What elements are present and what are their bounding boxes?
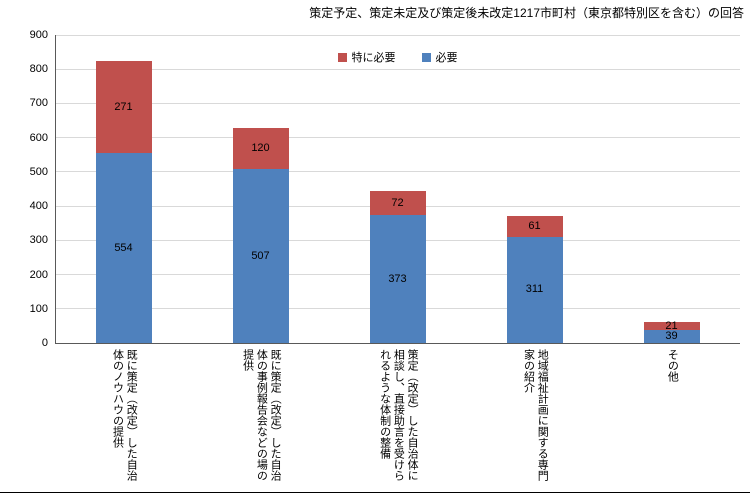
category-label: 既に策定（改定）した自治体のノウハウの提供 [55,349,192,491]
bar-segment-especially-necessary [369,190,426,216]
gridline [55,68,740,70]
bar-segment-especially-necessary [232,128,289,170]
value-label: 311 [525,283,544,296]
legend-item: 必要 [421,49,458,65]
legend: 特に必要 必要 [55,49,740,65]
bar-segment-necessary [643,329,700,343]
chart-title: 策定予定、策定未定及び策定後未改定1217市町村（東京都特別区を含む）の回答 [309,6,744,20]
legend-label: 必要 [435,52,458,64]
y-axis-line [55,35,56,343]
y-axis-tick-label: 200 [29,268,48,281]
y-axis-tick-label: 300 [29,234,48,247]
y-axis-tick-label: 100 [29,302,48,315]
bar-segment-necessary [369,215,426,343]
bar-segment-necessary [95,153,152,343]
value-label: 120 [251,142,270,155]
category-label-text: 地域福祉計画に関する専門家の紹介 [522,349,549,481]
category-label: 策定（改定）した自治体に相談し、直接助言を受けられるような体制の整備 [329,349,466,491]
value-label: 373 [388,272,407,285]
x-axis-line [55,343,740,344]
y-axis-tick-label: 700 [29,97,48,110]
y-axis-tick-label: 600 [29,131,48,144]
gridline [55,34,740,36]
value-label: 21 [665,319,678,332]
bar-segment-especially-necessary [95,60,152,154]
legend-label: 特に必要 [351,52,396,64]
category-label-text: その他 [666,349,679,382]
bar-segment-especially-necessary [506,215,563,237]
legend-item: 特に必要 [337,49,396,65]
bar-segment-necessary [232,169,289,343]
value-label: 61 [528,219,541,232]
bar-segment-especially-necessary [643,322,700,330]
y-axis-tick-label: 500 [29,165,48,178]
category-label: その他 [603,349,740,491]
y-axis-tick-label: 400 [29,200,48,213]
value-label: 271 [114,100,133,113]
legend-marker [421,52,431,62]
gridline [55,102,740,104]
bar-segment-necessary [506,236,563,343]
value-label: 507 [251,249,270,262]
category-label: 既に策定（改定）した自治体の事例報告会などの場の提供 [192,349,329,491]
category-label-text: 既に策定（改定）した自治体の事例報告会などの場の提供 [241,349,282,481]
category-label-text: 既に策定（改定）した自治体のノウハウの提供 [111,349,138,481]
y-axis-tick-label: 800 [29,63,48,76]
category-label: 地域福祉計画に関する専門家の紹介 [466,349,603,491]
y-axis-tick-label: 0 [41,337,48,349]
value-label: 72 [391,196,404,209]
gridline [55,171,740,173]
category-label-text: 策定（改定）した自治体に相談し、直接助言を受けられるような体制の整備 [378,349,419,481]
gridline [55,137,740,139]
value-label: 39 [665,329,678,342]
value-label: 554 [114,241,133,254]
y-axis-tick-label: 900 [29,29,48,41]
legend-marker [337,52,347,62]
